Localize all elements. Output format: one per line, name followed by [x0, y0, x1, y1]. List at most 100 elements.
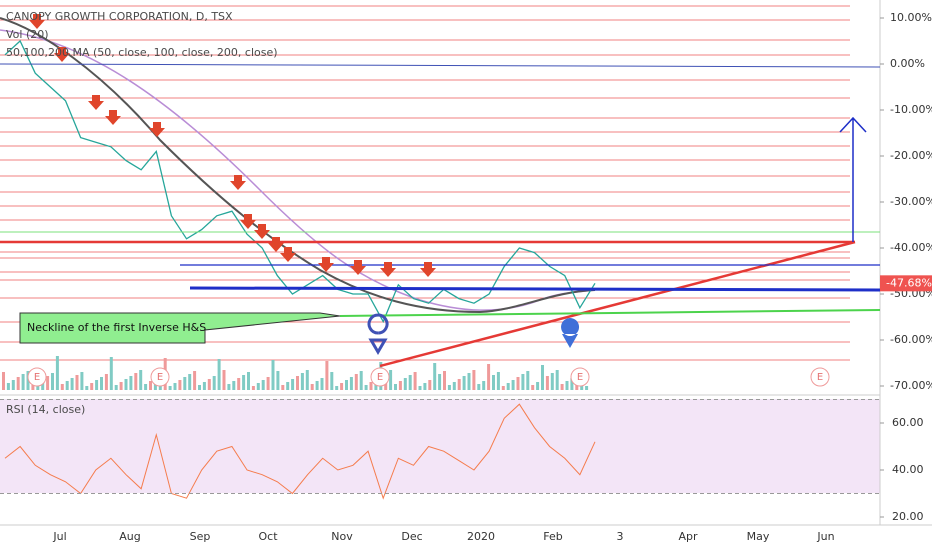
volume-bar — [467, 373, 471, 390]
volume-bar — [492, 375, 495, 390]
volume-bar — [438, 374, 442, 390]
volume-label: Vol (20) — [6, 28, 49, 41]
volume-bar — [511, 380, 515, 390]
down-arrow — [380, 262, 396, 277]
price-tick-label: -60.00% — [890, 333, 932, 346]
ma-50 — [0, 17, 596, 314]
volume-bar — [501, 386, 505, 390]
volume-bar — [354, 374, 358, 390]
price-tick-label: 10.00% — [890, 11, 932, 24]
volume-bar — [178, 380, 182, 390]
volume-bar — [90, 383, 94, 390]
volume-bar — [418, 386, 422, 390]
target-arrow — [839, 116, 867, 242]
earnings-label: E — [377, 372, 383, 383]
annotation: Neckline of the first Inverse H&S — [27, 321, 206, 334]
volume-bar — [443, 371, 446, 390]
volume-bar — [55, 356, 59, 390]
time-label: Aug — [119, 530, 140, 543]
volume-bar — [6, 383, 10, 390]
volume-bar — [251, 386, 255, 390]
volume-bar — [433, 363, 437, 390]
earnings-circle — [570, 367, 590, 387]
volume-bar — [452, 382, 456, 390]
volume-bar — [291, 379, 295, 390]
volume-bar — [173, 383, 177, 390]
down-arrow — [149, 122, 165, 137]
volume-bar — [364, 385, 368, 390]
down-arrow — [105, 110, 121, 125]
volume-bar — [168, 386, 172, 390]
volume-bar — [335, 386, 339, 390]
price-tick-label: 0.00% — [890, 57, 925, 70]
blue-level — [0, 63, 881, 68]
last-price-label: -47.68% — [886, 276, 932, 289]
down-arrow — [29, 14, 45, 29]
volume-bar — [114, 385, 118, 390]
volume-bar — [423, 383, 427, 390]
time-label: Jun — [816, 530, 834, 543]
volume-bar — [349, 377, 353, 390]
price-tick-label: -40.00% — [890, 241, 932, 254]
volume-bar — [217, 359, 221, 390]
volume-bar — [447, 385, 451, 390]
time-label: May — [747, 530, 770, 543]
volume-bar — [555, 370, 559, 390]
rsi-label: RSI (14, close) — [6, 403, 85, 416]
pin-marker — [367, 313, 389, 355]
volume-bar — [202, 382, 206, 390]
volume-bar — [477, 384, 481, 390]
price-tick-label: -30.00% — [890, 195, 932, 208]
volume-bar — [2, 372, 5, 390]
volume-bar — [85, 386, 89, 390]
title: CANOPY GROWTH CORPORATION, D, TSX — [6, 10, 233, 23]
volume-bar — [403, 378, 407, 390]
volume-bar — [536, 382, 540, 390]
volume-bar — [124, 379, 128, 390]
volume-bar — [70, 378, 74, 390]
volume-bar — [266, 377, 270, 390]
volume-bar — [310, 384, 314, 390]
earnings-label: E — [577, 372, 583, 383]
price-tick-label: -70.00% — [890, 379, 932, 392]
volume-bar — [222, 370, 226, 390]
trend-line — [379, 240, 856, 368]
volume-bar — [472, 370, 476, 390]
volume-bar — [531, 385, 535, 390]
volume-bar — [247, 372, 250, 390]
volume-bar — [516, 377, 520, 390]
volume-bar — [389, 370, 393, 390]
volume-bar — [345, 380, 348, 390]
volume-bar — [482, 381, 486, 390]
price-tick-label: -20.00% — [890, 149, 932, 162]
price-tick-label: -10.00% — [890, 103, 932, 116]
volume-bar — [100, 377, 103, 390]
volume-bar — [281, 385, 285, 390]
earnings-circle — [27, 367, 47, 387]
down-arrow — [54, 47, 70, 62]
earnings-label: E — [817, 372, 823, 383]
time-label: Jul — [52, 530, 66, 543]
volume-bar — [296, 376, 299, 390]
volume-bar — [46, 376, 50, 390]
volume-bar — [212, 376, 216, 390]
volume-bar — [325, 361, 329, 390]
volume-bar — [51, 373, 54, 390]
down-arrow — [240, 214, 256, 229]
volume-bar — [232, 381, 236, 390]
volume-bar — [541, 365, 544, 390]
volume-bar — [193, 371, 197, 390]
volume-bar — [149, 381, 152, 390]
volume-bar — [550, 373, 554, 390]
volume-bar — [394, 384, 397, 390]
volume-bar — [11, 380, 15, 390]
volume-bar — [256, 383, 260, 390]
volume-bar — [183, 377, 187, 390]
volume-bar — [276, 371, 280, 390]
down-arrow — [318, 257, 334, 272]
down-arrow — [88, 95, 104, 110]
down-arrow — [268, 237, 284, 252]
volume-bar — [398, 381, 402, 390]
